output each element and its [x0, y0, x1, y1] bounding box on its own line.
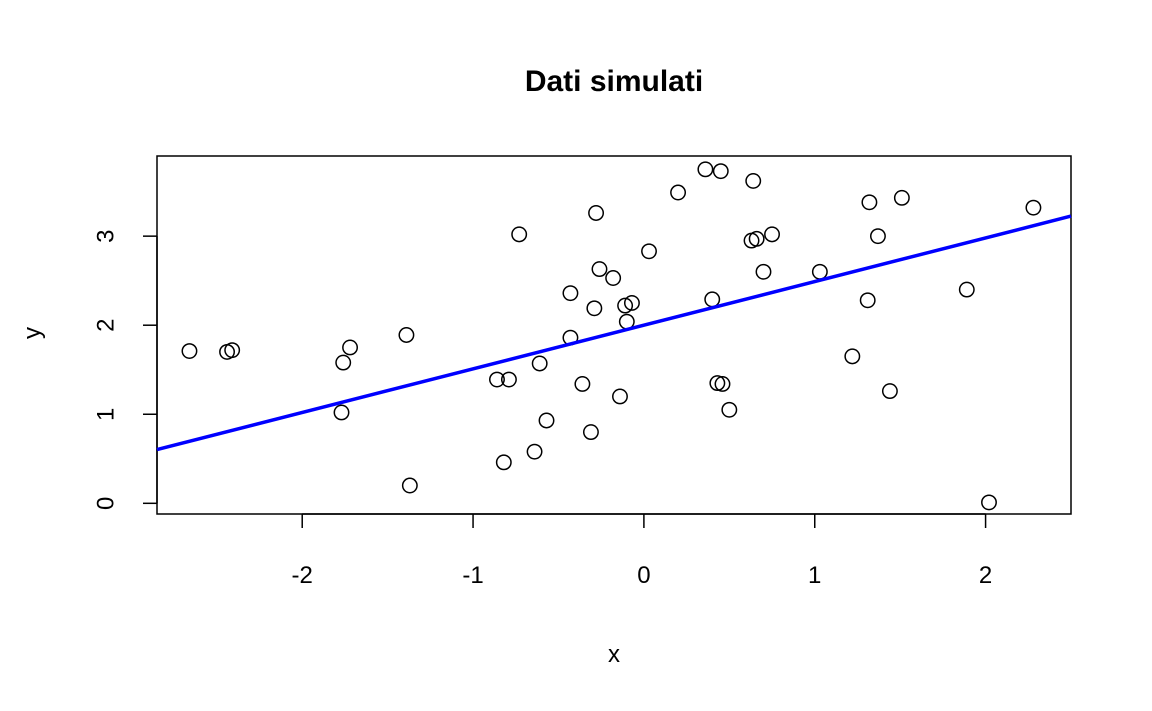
data-point: [764, 226, 780, 243]
data-point: [398, 327, 415, 343]
y-axis-label: y: [19, 327, 46, 339]
regression-line: [156, 214, 1072, 452]
data-point: [981, 494, 997, 511]
x-axis-label: x: [608, 641, 620, 668]
data-point: [893, 189, 910, 206]
x-tick-label: 0: [637, 562, 650, 589]
y-tick-label: 3: [93, 229, 120, 242]
plot-frame: [156, 155, 1072, 515]
data-point: [342, 339, 359, 356]
data-point: [670, 184, 687, 201]
data-point: [709, 375, 726, 392]
data-point: [811, 263, 828, 280]
data-point: [641, 243, 657, 260]
data-point: [500, 371, 517, 388]
data-point: [958, 281, 975, 298]
y-tick-label: 1: [93, 408, 120, 421]
data-point: [588, 205, 605, 221]
data-point: [511, 226, 528, 243]
y-tick-label: 2: [93, 319, 120, 332]
data-point: [748, 230, 765, 247]
x-axis: -2 -1 0 1 2: [292, 513, 992, 589]
data-point: [617, 297, 634, 314]
data-point: [869, 228, 886, 245]
data-point: [859, 292, 876, 309]
data-point: [582, 424, 599, 441]
y-axis: 0 1 2 3: [93, 229, 158, 510]
data-point: [605, 270, 622, 286]
y-tick-label: 0: [93, 497, 120, 510]
data-points: [181, 161, 1042, 511]
data-point: [586, 300, 603, 317]
data-point: [333, 404, 350, 421]
x-tick-label: 1: [808, 562, 821, 589]
data-point: [844, 348, 861, 365]
data-point: [224, 342, 241, 359]
data-point: [181, 343, 198, 359]
data-point: [495, 454, 512, 471]
data-point: [562, 285, 579, 302]
data-point: [881, 383, 898, 400]
data-point: [755, 263, 772, 280]
data-point: [721, 401, 738, 418]
x-tick-label: -2: [292, 562, 313, 589]
data-point: [861, 194, 878, 211]
x-tick-label: -1: [462, 562, 483, 589]
data-point: [623, 294, 640, 311]
data-point: [697, 161, 714, 178]
data-point: [612, 388, 628, 405]
data-point: [335, 354, 352, 371]
data-point: [1025, 199, 1042, 216]
data-point: [526, 443, 543, 460]
regression-line-group: [156, 214, 1072, 452]
data-point: [401, 477, 418, 494]
data-point: [591, 261, 608, 278]
data-point: [704, 291, 721, 308]
data-point: [745, 172, 762, 189]
data-point: [538, 412, 555, 429]
data-point: [531, 355, 548, 372]
data-point: [714, 376, 731, 392]
data-point: [574, 376, 591, 392]
data-point: [712, 163, 729, 180]
data-point: [489, 371, 505, 388]
x-tick-label: 2: [979, 562, 992, 589]
chart-title: Dati simulati: [525, 65, 703, 98]
